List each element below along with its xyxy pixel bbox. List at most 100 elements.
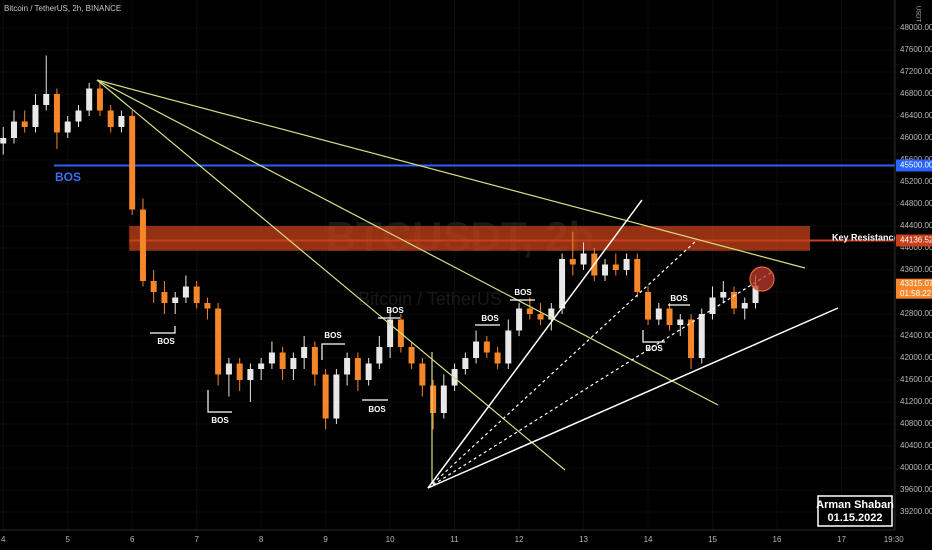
x-tick-label: 14 [644,535,653,544]
x-tick-label: 16 [773,535,782,544]
bos-label: BOS [386,306,404,315]
candle-body [408,347,415,364]
candle-body [344,358,351,375]
candle-body [666,308,673,326]
candle-body [43,93,50,105]
y-tick-label: 40800.00 [900,419,932,428]
candle-body [634,259,641,293]
bos-label: BOS [157,337,175,346]
x-tick-label: 6 [130,535,135,544]
candle-body [365,363,372,381]
candle-body [623,259,630,271]
candle-body [483,341,490,353]
candle-body [53,93,60,133]
y-tick-label: 48000.00 [900,23,932,32]
price-tag [896,234,932,247]
candle-body [75,110,82,122]
zone-layer [54,164,895,251]
candle-body [473,341,480,359]
candle-body [32,104,39,127]
candle-body [440,385,447,414]
trend-line [96,79,806,269]
candle-body [311,347,318,375]
date: 01.15.2022 [827,512,882,524]
candle-body [139,209,146,282]
candle-body [161,292,168,304]
bos-bracket [642,330,665,343]
watermark-subtitle: Bitcoin / TetherUS [358,289,502,309]
candle-body [279,352,286,370]
candle-body [172,297,179,304]
highlight-circle [749,266,775,292]
candle-body [730,292,737,309]
resistance-zone [129,226,811,251]
candle-body [741,303,748,309]
y-tick-label: 42000.00 [900,353,932,362]
y-tick-label: 46800.00 [900,89,932,98]
candle-body [548,308,555,320]
candle-body [526,308,533,315]
x-tick-label: 11 [450,535,459,544]
candle-body [462,358,469,370]
candle-body [752,285,759,304]
price-tag-label: 45500.00 [900,161,932,170]
axis-unit: USDT [914,6,920,23]
y-tick-label: 42800.00 [900,309,932,318]
candle-body [322,374,329,419]
resistance-label: Key Resistance [832,232,899,242]
price-tag-label: 44136.52 [900,236,932,245]
x-tick-label: 17 [837,535,846,544]
y-tick-label: 44400.00 [900,221,932,230]
x-tick-label: 9 [323,535,328,544]
candle-body [505,330,512,364]
candle-body [516,308,523,331]
x-tick-label: 19:30 [884,535,905,544]
candle-body [64,121,71,133]
y-tick-label: 47600.00 [900,45,932,54]
bos-label: BOS [211,416,229,425]
candle-body [21,121,28,127]
last-price-label: 43315.07 [900,279,932,288]
bos-bracket [321,343,345,360]
candle-body [559,259,566,309]
candle-body [193,286,200,304]
candle-body [150,281,157,293]
bos-label: BOS [514,288,532,297]
y-tick-label: 47200.00 [900,67,932,76]
x-tick-label: 12 [515,535,524,544]
candle-body [709,297,716,315]
candle-body [107,110,114,127]
fan-line [427,307,839,489]
y-tick-label: 39200.00 [900,507,932,516]
y-tick-label: 42400.00 [900,331,932,340]
candle-body [225,363,232,375]
y-tick-label: 46400.00 [900,111,932,120]
candle-body [258,363,265,370]
candle-body [677,319,684,326]
candle-body [247,369,254,381]
candle-body [182,286,189,298]
bos-label: BOS [55,170,81,184]
countdown: 01:58:22 [900,289,932,298]
candle-body [333,374,340,419]
trend-line [96,79,719,406]
candle-body [290,358,297,370]
candle-body [419,363,426,386]
candle-body [569,259,576,265]
candle-body [354,358,361,381]
bos-bracket [207,390,232,413]
candle-body [387,319,394,348]
axis-layer: 39200.00 39600.00 40000.00 40400.00 40800.00… [1,23,932,544]
x-tick-label: 5 [65,535,70,544]
candle-body [720,292,727,298]
bos-label: BOS [368,405,386,414]
candle-body [236,363,243,381]
drawings [96,79,839,489]
last-price-tag [896,278,932,299]
y-tick-label: 46000.00 [900,133,932,142]
candle-body [430,385,437,414]
candle-body [655,308,662,320]
x-tick-label: 10 [386,535,395,544]
